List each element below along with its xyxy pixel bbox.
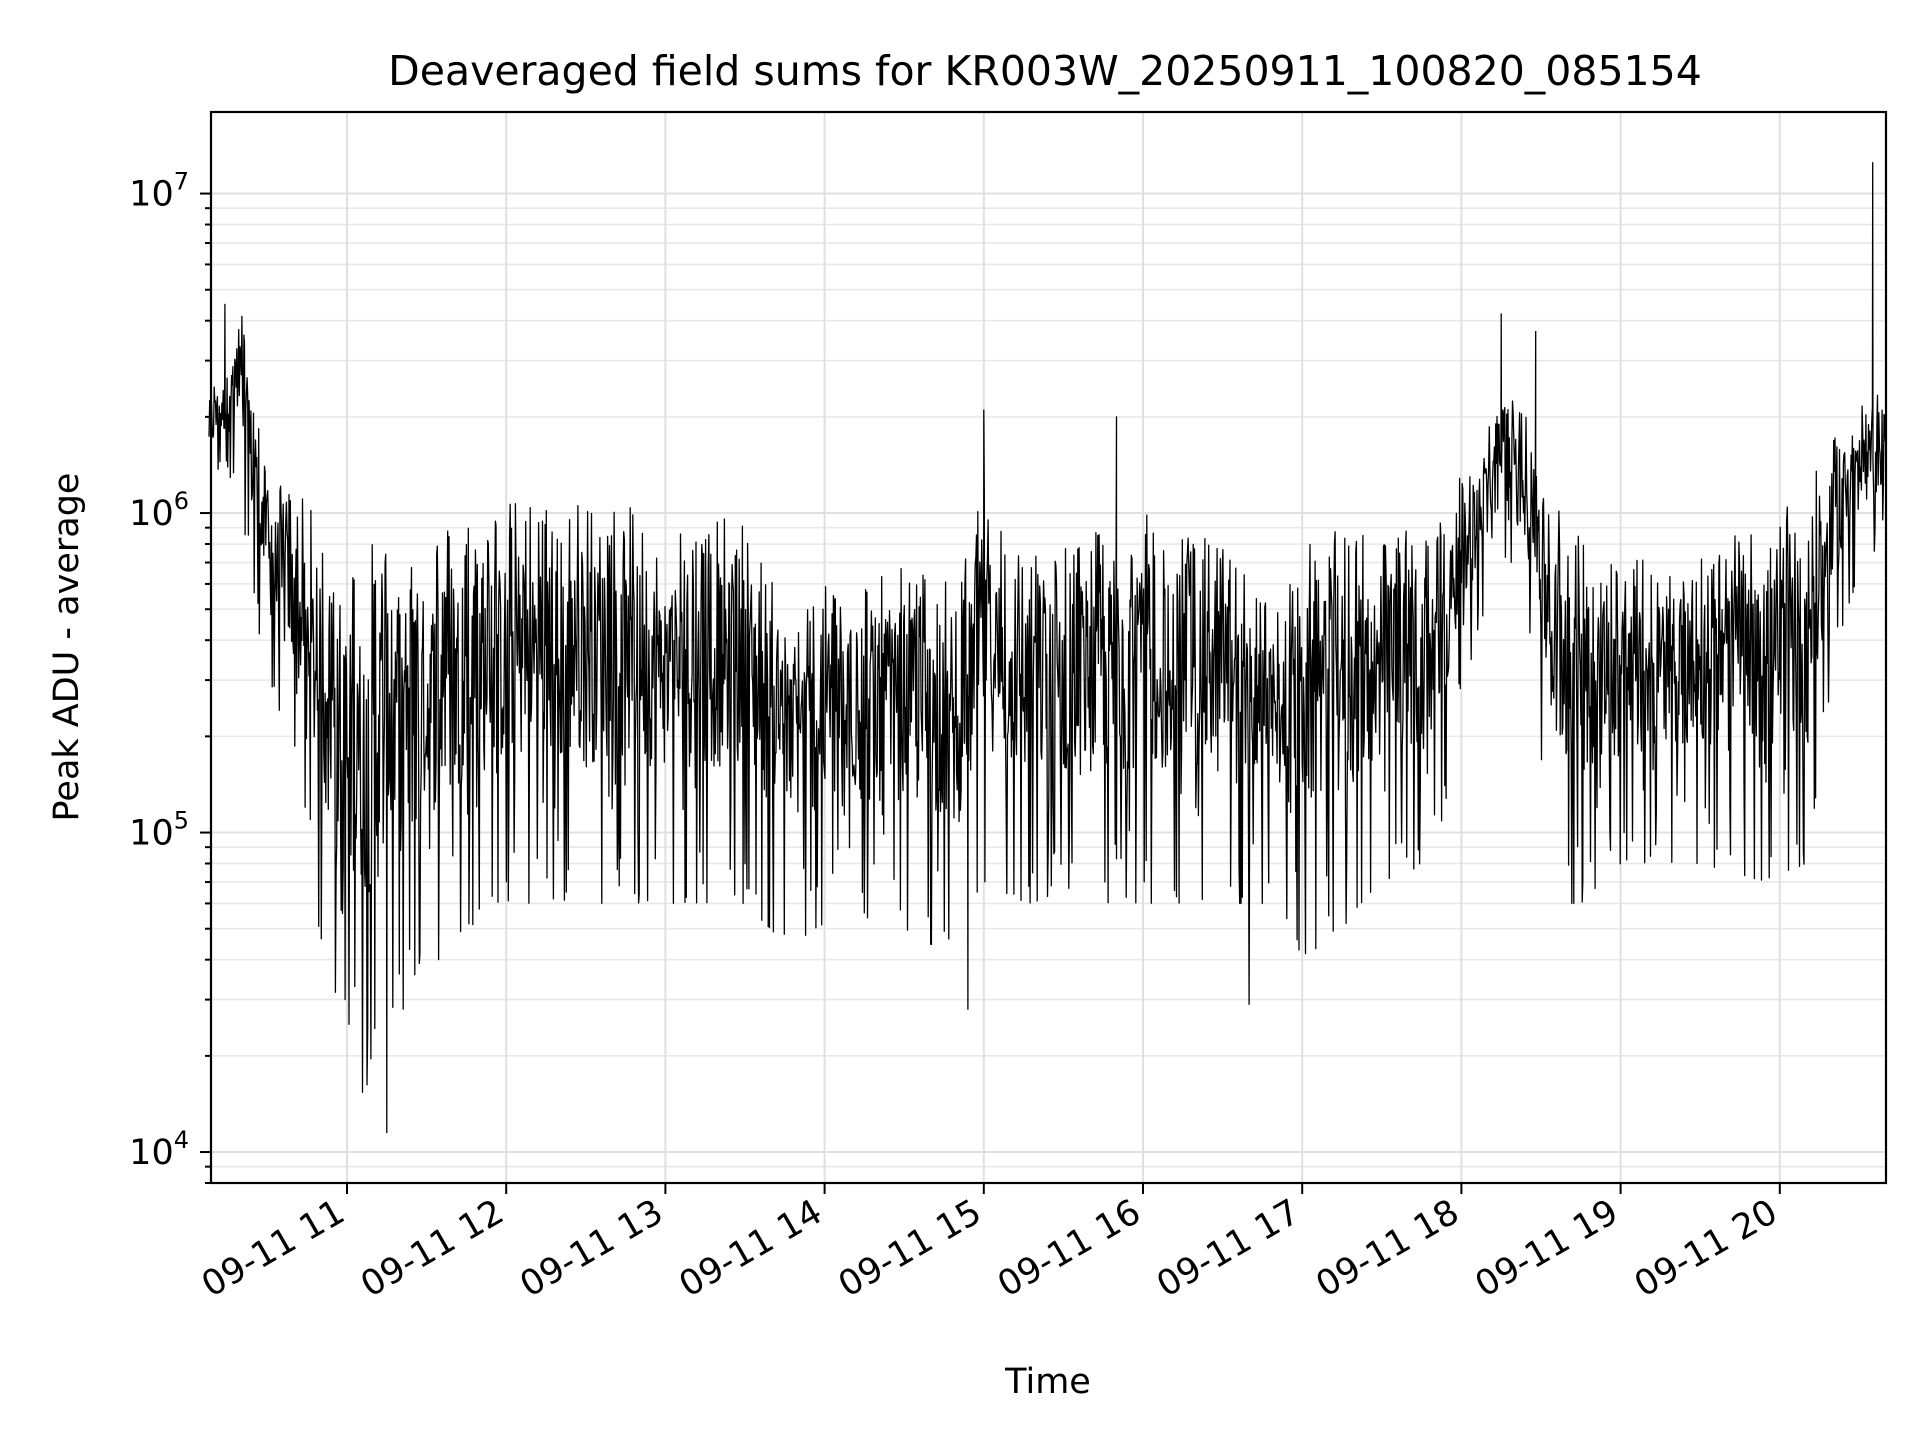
x-tick-label: 09-11 17 [1150,1192,1306,1305]
y-axis-label: Peak ADU - average [47,473,87,822]
y-axis: 104 105 106 107 [129,168,211,1184]
x-tick-label: 09-11 15 [832,1192,988,1305]
x-tick-label: 09-11 19 [1469,1192,1625,1305]
plot-frame [209,110,1888,1185]
y-tick-label: 104 [129,1126,189,1173]
x-tick-label: 09-11 11 [195,1192,351,1305]
x-tick-label: 09-11 16 [991,1192,1147,1305]
chart-title: Deaveraged field sums for KR003W_2025091… [388,47,1702,95]
y-tick-label: 107 [129,168,189,215]
x-axis-label: Time [1004,1362,1091,1402]
y-tick-label: 106 [129,487,189,534]
series-peak-adu [208,161,1887,1134]
x-tick-label: 09-11 18 [1310,1192,1466,1305]
x-tick-label: 09-11 12 [354,1192,510,1305]
x-tick-label: 09-11 20 [1628,1192,1784,1305]
series-line [208,161,1887,1134]
x-tick-label: 09-11 13 [514,1192,670,1305]
x-axis: 09-11 11 09-11 12 09-11 13 09-11 14 09-11 15… [195,1183,1784,1305]
y-tick-label: 105 [129,807,189,854]
x-tick-label: 09-11 14 [673,1192,829,1305]
